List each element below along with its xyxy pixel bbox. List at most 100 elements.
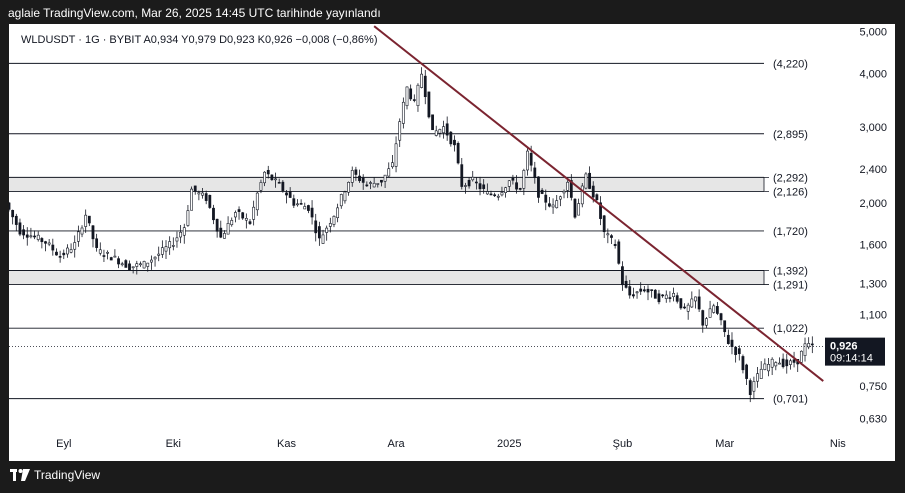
candle-body	[745, 364, 748, 379]
candle-body	[730, 339, 734, 347]
candle-body	[212, 207, 215, 221]
candle-body	[504, 187, 507, 193]
candle-body	[584, 173, 588, 189]
candle-body	[529, 152, 533, 166]
candle-body	[460, 164, 464, 187]
candle-body	[686, 304, 690, 312]
footer-brand-label: TradingView	[34, 468, 101, 482]
candle-body	[723, 320, 727, 333]
candle-body	[515, 182, 518, 190]
candle-body	[215, 218, 219, 232]
candle-body	[277, 182, 281, 184]
candle-body	[792, 359, 796, 363]
candle-body	[763, 363, 767, 370]
candle-body	[76, 231, 80, 242]
candle-body	[128, 263, 131, 271]
candle-body	[51, 244, 55, 251]
x-tick-label: Şub	[613, 438, 633, 450]
price-chart[interactable]: (4,220) (2,895) (2,292) (2,126) (1,720) (1,39…	[9, 24, 895, 461]
candle-body	[44, 241, 47, 244]
x-tick-label: Mar	[715, 438, 734, 450]
candle-body	[555, 200, 559, 209]
candle-body	[548, 203, 551, 207]
chart-panel[interactable]: (4,220) (2,895) (2,292) (2,126) (1,720) (1,39…	[9, 24, 895, 461]
candle-body	[621, 266, 624, 286]
candle-body	[734, 346, 738, 355]
candle-body	[511, 177, 515, 181]
candle-body	[683, 306, 686, 309]
candle-body	[394, 143, 398, 167]
candle-body	[354, 169, 358, 175]
candle-body	[14, 215, 18, 225]
y-tick-label: 0,630	[859, 414, 887, 426]
candle-body	[712, 305, 716, 313]
candle-body	[120, 263, 124, 266]
candle-body	[412, 99, 416, 101]
candle-body	[526, 150, 529, 171]
candle-body	[708, 308, 712, 318]
candle-body	[464, 185, 467, 187]
y-tick-label: 1,100	[859, 309, 887, 321]
level-label: (1,291)	[773, 280, 808, 292]
candle-body	[153, 256, 157, 260]
candle-body	[635, 291, 639, 294]
y-tick-label: 2,000	[859, 198, 887, 210]
candle-body	[493, 194, 497, 197]
level-label: (1,720)	[773, 226, 808, 238]
candle-body	[624, 280, 628, 288]
candle-body	[456, 143, 460, 164]
candle-body	[697, 296, 701, 310]
candle-body	[657, 293, 661, 303]
zone-bracket	[763, 176, 769, 192]
candle-body	[190, 188, 193, 211]
candle-body	[617, 241, 621, 264]
candle-body	[270, 174, 274, 181]
candle-body	[489, 193, 493, 196]
candle-body	[106, 251, 109, 254]
candle-body	[369, 182, 372, 184]
candle-body	[40, 238, 44, 243]
candle-body	[453, 139, 456, 146]
candle-body	[588, 172, 591, 189]
candle-body	[179, 231, 183, 238]
candle-body	[675, 295, 679, 302]
symbol-legend: WLDUSDT · 1G · BYBIT A0,934 Y0,979 D0,92…	[21, 34, 378, 46]
candle-body	[252, 206, 256, 220]
candle-body	[759, 368, 763, 379]
candle-body	[642, 289, 646, 292]
candle-body	[336, 207, 340, 219]
x-tick-label: Eyl	[56, 438, 71, 450]
candle-body	[701, 310, 705, 326]
candle-body	[266, 169, 270, 175]
candle-body	[274, 178, 277, 181]
candle-body	[752, 381, 756, 392]
zone-band	[9, 177, 764, 192]
candle-body	[36, 234, 40, 240]
candle-body	[131, 266, 135, 269]
trendline	[373, 25, 824, 382]
candle-body	[591, 185, 595, 198]
candle-body	[358, 175, 361, 182]
candle-body	[95, 238, 99, 248]
candle-body	[197, 192, 201, 195]
candle-body	[496, 195, 500, 198]
candle-body	[98, 249, 102, 254]
candle-body	[317, 226, 321, 239]
candle-body	[343, 191, 347, 202]
candle-body	[18, 222, 22, 235]
candle-body	[602, 215, 606, 233]
candle-body	[781, 358, 785, 368]
x-tick-label: Eki	[166, 438, 181, 450]
candle-body	[380, 179, 383, 183]
candle-body	[350, 170, 354, 183]
candle-body	[255, 192, 259, 211]
candle-body	[467, 179, 471, 187]
candle-body	[398, 121, 402, 141]
candle-body	[434, 130, 438, 136]
tradingview-footer[interactable]: TradingView	[10, 468, 100, 482]
level-label: (0,701)	[773, 394, 808, 406]
y-tick-label: 1,300	[859, 278, 887, 290]
candle-body	[694, 296, 697, 302]
candle-body	[281, 181, 285, 191]
candle-body	[668, 297, 672, 299]
